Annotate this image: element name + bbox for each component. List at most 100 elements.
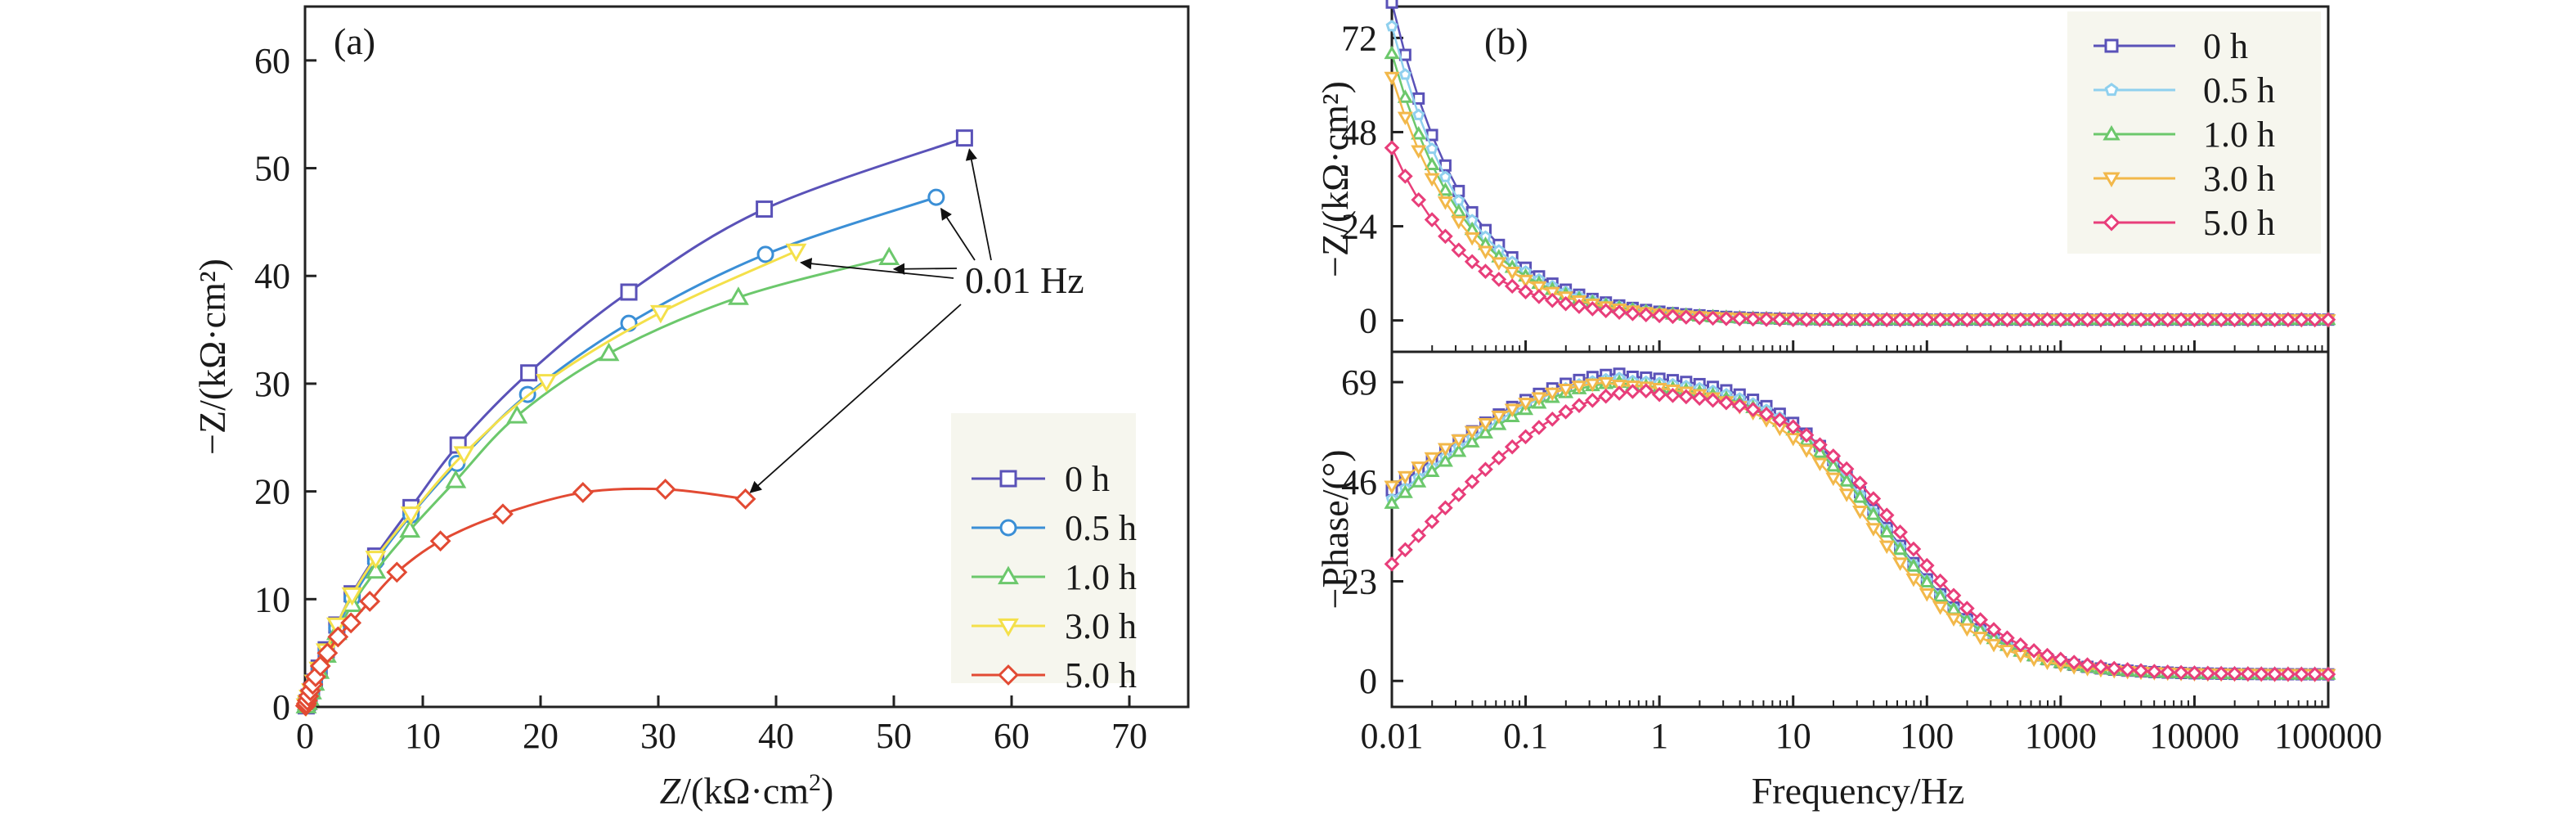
data-point (1665, 388, 1681, 403)
data-point (598, 342, 620, 362)
panel-a-ylabel: −Z/(kΩ·cm²) (191, 259, 233, 455)
data-point (1451, 215, 1467, 230)
data-point (1852, 489, 1868, 503)
data-point (1812, 437, 1828, 452)
data-point (1451, 487, 1467, 502)
legend-label: 0 h (2203, 26, 2248, 66)
legend-label: 0.5 h (2203, 70, 2275, 110)
data-point (341, 587, 363, 606)
data-point (1478, 461, 1493, 478)
data-point (399, 519, 421, 538)
x-tick-label: 0.01 (1361, 716, 1424, 756)
data-point (1905, 573, 1922, 587)
data-point (1638, 307, 1654, 323)
panel-b-bottom-frame (1390, 350, 2330, 709)
data-point (1745, 402, 1761, 417)
data-point (1464, 254, 1480, 270)
panel-a-legend-background (951, 413, 1136, 683)
legend-label: 5.0 h (1065, 655, 1137, 695)
y-tick-label: 20 (254, 472, 290, 512)
data-point (1598, 303, 1614, 319)
y-tick-label: 0 (272, 687, 290, 727)
data-point (429, 530, 451, 552)
panel-b-ylabel-top: −Z/(kΩ·cm²) (1314, 81, 1356, 277)
data-point (2227, 312, 2242, 327)
data-point (1452, 194, 1465, 206)
data-point (1384, 556, 1400, 572)
legend-label: 5.0 h (2203, 203, 2275, 243)
data-point (2066, 312, 2082, 327)
data-point (536, 374, 558, 393)
data-point (1705, 392, 1721, 408)
data-point (1424, 156, 1440, 170)
series-line (305, 196, 937, 707)
x-tick-label: 40 (758, 716, 794, 756)
data-point (1838, 312, 1855, 327)
data-point (2106, 312, 2122, 327)
data-point (2160, 664, 2176, 680)
data-point (386, 561, 408, 583)
series-line (305, 250, 797, 707)
data-point (1758, 311, 1775, 327)
data-point (2267, 666, 2282, 682)
panel-b-series (1384, 0, 2336, 683)
data-point (2120, 662, 2135, 677)
data-point (1585, 392, 1600, 408)
data-point (1384, 45, 1400, 60)
data-point (445, 470, 467, 488)
data-point (1437, 196, 1453, 210)
data-point (2026, 312, 2042, 327)
data-point (1464, 434, 1480, 448)
data-point (359, 591, 381, 612)
data-point (1892, 557, 1909, 571)
annotation-arrow (940, 207, 976, 261)
data-point (2080, 657, 2095, 673)
legend-marker (998, 618, 1019, 637)
data-point (2213, 665, 2229, 682)
data-point (1478, 417, 1493, 432)
data-point (2120, 312, 2135, 327)
panel-a-xlabel: Z/(kΩ·cm2) (660, 769, 834, 812)
data-point (2026, 642, 2042, 659)
legend-marker (2103, 172, 2120, 188)
y-tick-label: 72 (1341, 18, 1377, 58)
data-point (1892, 312, 1908, 327)
series-50h (294, 479, 756, 717)
data-point (1878, 540, 1895, 555)
data-point (1491, 450, 1507, 466)
phase-series-05h (1385, 371, 2335, 680)
data-point (2307, 666, 2322, 682)
annotation-arrow (749, 304, 962, 493)
data-point (1384, 480, 1400, 494)
data-point (1491, 257, 1507, 271)
data-point (1865, 523, 1882, 537)
data-point (1518, 274, 1534, 289)
panel-b-ticks: 0.01 0.1 1 10 100 1000 10000 100000 0 24 48 72 0 23 46… (1341, 18, 2382, 756)
data-point (1571, 299, 1587, 314)
data-point (316, 642, 339, 664)
data-point (2187, 312, 2202, 327)
data-point (1411, 126, 1427, 140)
data-point (340, 612, 362, 634)
x-tick-label: 30 (640, 716, 676, 756)
data-point (1544, 387, 1560, 402)
annotation-arrow (892, 263, 958, 275)
data-point (1878, 524, 1895, 538)
x-tick-label: 1000 (2025, 716, 2097, 756)
series-line (1391, 376, 2329, 676)
data-point (1651, 308, 1667, 324)
data-point (927, 188, 945, 206)
impedance-series-50h (1384, 140, 2336, 327)
data-point (1651, 386, 1667, 403)
panel-a-frame (303, 5, 1190, 709)
data-point (1972, 632, 1989, 646)
data-point (1478, 425, 1493, 439)
data-point (1798, 444, 1815, 458)
legend-marker (998, 565, 1019, 585)
data-point (1518, 429, 1533, 445)
data-point (1398, 68, 1411, 80)
data-point (1598, 376, 1614, 391)
legend-label: 3.0 h (1065, 606, 1137, 646)
legend-label: 0 h (1065, 459, 1110, 499)
data-point (1945, 587, 1962, 604)
